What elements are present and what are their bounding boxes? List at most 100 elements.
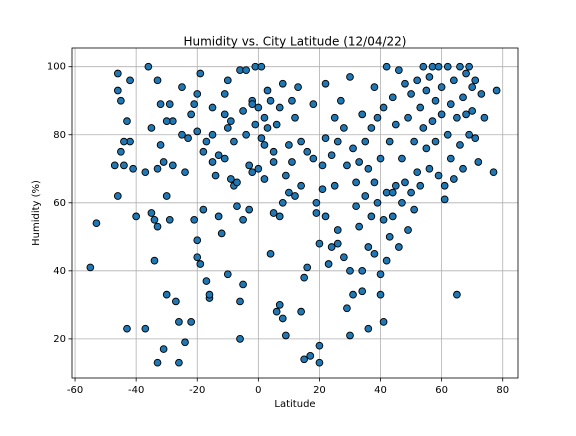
point (330, 113, 339, 122)
point (242, 66, 250, 74)
point (275, 212, 284, 221)
point (333, 226, 342, 234)
point (257, 134, 266, 143)
point (269, 147, 278, 156)
x-tick-label: -20 (189, 385, 205, 396)
point (321, 212, 330, 221)
point (159, 345, 168, 353)
point (113, 69, 122, 78)
x-tick-label: 80 (496, 385, 509, 396)
point (336, 96, 345, 105)
point (367, 124, 376, 132)
point (150, 215, 159, 224)
point (388, 212, 397, 221)
point (245, 205, 254, 214)
point (260, 113, 269, 122)
x-axis-label: Latitude (274, 399, 315, 410)
point (181, 168, 189, 177)
point (395, 243, 403, 251)
point (343, 304, 351, 313)
point (410, 137, 418, 146)
point (471, 134, 480, 143)
point (156, 141, 165, 149)
point (309, 100, 318, 108)
point (165, 215, 174, 224)
point (340, 253, 348, 262)
x-tick-label: -40 (128, 385, 144, 396)
point (162, 192, 171, 200)
point (391, 120, 400, 129)
point (205, 290, 214, 299)
point (297, 137, 305, 146)
point (208, 130, 217, 139)
x-tick-label: 20 (313, 385, 326, 396)
point (233, 178, 241, 187)
point (156, 100, 165, 108)
point (321, 134, 330, 143)
point (355, 158, 364, 166)
point (459, 93, 467, 102)
point (193, 253, 202, 262)
point (419, 124, 428, 132)
point (254, 164, 263, 173)
point (193, 90, 202, 98)
point (184, 134, 192, 143)
point (398, 154, 406, 163)
point (248, 100, 257, 108)
point (352, 178, 360, 187)
point (315, 358, 324, 367)
point (364, 243, 373, 251)
point (278, 314, 287, 323)
point (141, 324, 150, 333)
point (141, 168, 150, 177)
x-tick-label: 40 (374, 385, 387, 396)
point (120, 161, 128, 170)
point (226, 117, 235, 125)
point (333, 137, 342, 146)
point (370, 178, 379, 187)
point (358, 266, 367, 275)
point (291, 192, 299, 200)
point (413, 76, 422, 85)
point (300, 355, 309, 364)
point (468, 107, 477, 115)
point (132, 212, 141, 221)
point (147, 124, 156, 132)
point (239, 280, 247, 289)
point (492, 86, 501, 95)
point (395, 66, 403, 74)
point (425, 164, 434, 173)
point (465, 130, 473, 139)
point (226, 175, 235, 183)
point (401, 178, 409, 187)
point (355, 222, 364, 231)
point (456, 141, 464, 149)
point (358, 287, 367, 296)
point (275, 301, 284, 309)
point (239, 215, 247, 224)
point (346, 331, 354, 340)
point (379, 103, 388, 112)
point (263, 124, 272, 132)
point (431, 96, 440, 105)
point (202, 277, 211, 285)
point (86, 263, 95, 272)
point (358, 110, 367, 119)
point (263, 86, 272, 95)
point (278, 79, 287, 88)
point (123, 324, 131, 333)
point (361, 137, 370, 146)
point (126, 76, 134, 85)
point (223, 124, 232, 132)
point (404, 226, 412, 234)
point (214, 212, 223, 221)
point (190, 215, 199, 224)
point (217, 229, 226, 238)
point (388, 93, 397, 102)
point (181, 338, 189, 347)
point (419, 62, 428, 71)
point (175, 318, 183, 326)
point (303, 147, 312, 156)
point (462, 110, 470, 119)
